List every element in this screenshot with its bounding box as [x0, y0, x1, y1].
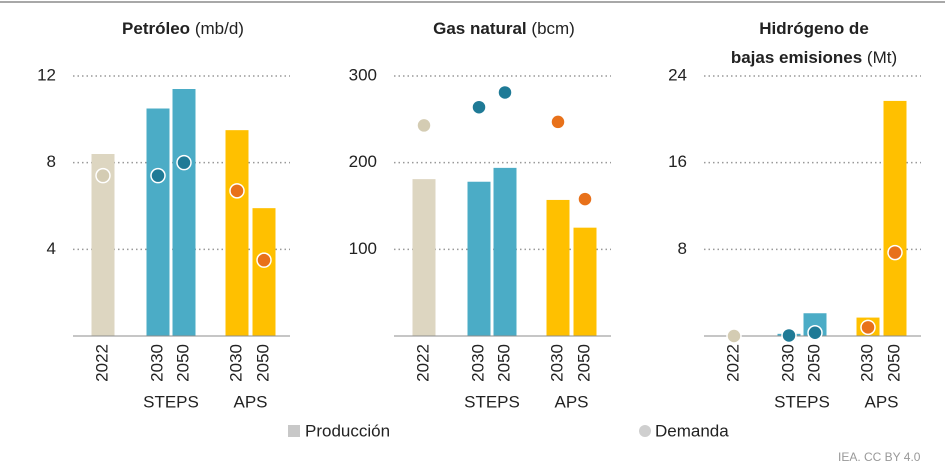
demand-dot — [807, 325, 823, 341]
demand-dot — [471, 99, 487, 115]
demand-dot — [726, 328, 742, 344]
bar — [573, 227, 597, 336]
demand-dot — [887, 244, 903, 261]
x-tick-label: 2030 — [547, 344, 566, 382]
y-tick-label: 100 — [349, 239, 377, 258]
source: IEA. CC BY 4.0 — [838, 450, 921, 464]
demand-dot — [416, 117, 432, 134]
y-tick-label: 12 — [37, 65, 56, 84]
group-label: APS — [554, 392, 588, 411]
panel-title: bajas emisiones (Mt) — [731, 48, 897, 67]
demand-dot — [550, 114, 566, 130]
group-label: APS — [864, 392, 898, 411]
group-label: STEPS — [464, 392, 520, 411]
x-tick-label: 2022 — [723, 344, 742, 382]
demand-dot — [95, 167, 111, 184]
x-tick-label: 2030 — [147, 344, 166, 382]
title-unit: (Mt) — [867, 48, 897, 67]
y-tick-label: 4 — [47, 239, 56, 258]
bar — [883, 100, 907, 337]
bar — [467, 181, 491, 336]
demand-dot — [781, 327, 797, 344]
y-tick-label: 16 — [668, 152, 687, 171]
group-label: APS — [233, 392, 267, 411]
y-tick-label: 200 — [349, 152, 377, 171]
legend-swatch — [288, 425, 300, 437]
x-tick-label: 2050 — [804, 344, 823, 382]
y-tick-label: 8 — [678, 239, 687, 258]
demand-dot — [256, 252, 272, 268]
demand-dot — [150, 167, 166, 184]
demand-dot — [176, 154, 192, 171]
y-tick-label: 8 — [47, 152, 56, 171]
x-tick-label: 2022 — [92, 344, 111, 382]
demand-dot — [497, 84, 513, 101]
bar — [146, 108, 170, 336]
x-tick-label: 2030 — [857, 344, 876, 382]
group-label: STEPS — [774, 392, 830, 411]
x-tick-label: 2030 — [226, 344, 245, 382]
x-tick-label: 2050 — [494, 344, 513, 382]
title-text: Petróleo — [122, 19, 190, 38]
bar — [546, 199, 570, 336]
panel-title: Petróleo (mb/d) — [122, 19, 244, 38]
x-tick-label: 2050 — [884, 344, 903, 382]
bar — [91, 154, 115, 336]
legend-label: Producción — [305, 421, 390, 440]
legend-label: Demanda — [655, 421, 729, 440]
x-tick-label: 2022 — [413, 344, 432, 382]
demand-dot — [229, 183, 245, 199]
title-unit: (bcm) — [531, 19, 574, 38]
title-text: bajas emisiones — [731, 48, 862, 67]
y-tick-label: 300 — [349, 65, 377, 84]
x-tick-label: 2050 — [173, 344, 192, 382]
group-label: STEPS — [143, 392, 199, 411]
legend-swatch — [639, 425, 651, 437]
title-text: Hidrógeno de — [759, 19, 869, 38]
title-text: Gas natural — [433, 19, 527, 38]
panel-title: Gas natural (bcm) — [433, 19, 575, 38]
bar — [252, 208, 276, 336]
title-unit: (mb/d) — [195, 19, 244, 38]
bar — [172, 89, 196, 336]
bar — [225, 130, 249, 336]
demand-dot — [577, 191, 593, 207]
bar — [493, 167, 517, 336]
x-tick-label: 2030 — [778, 344, 797, 382]
demand-dot — [860, 319, 876, 336]
x-tick-label: 2030 — [468, 344, 487, 382]
bar — [412, 179, 436, 336]
y-tick-label: 24 — [668, 65, 687, 84]
panel-title: Hidrógeno de — [759, 19, 869, 38]
x-tick-label: 2050 — [574, 344, 593, 382]
x-tick-label: 2050 — [253, 344, 272, 382]
